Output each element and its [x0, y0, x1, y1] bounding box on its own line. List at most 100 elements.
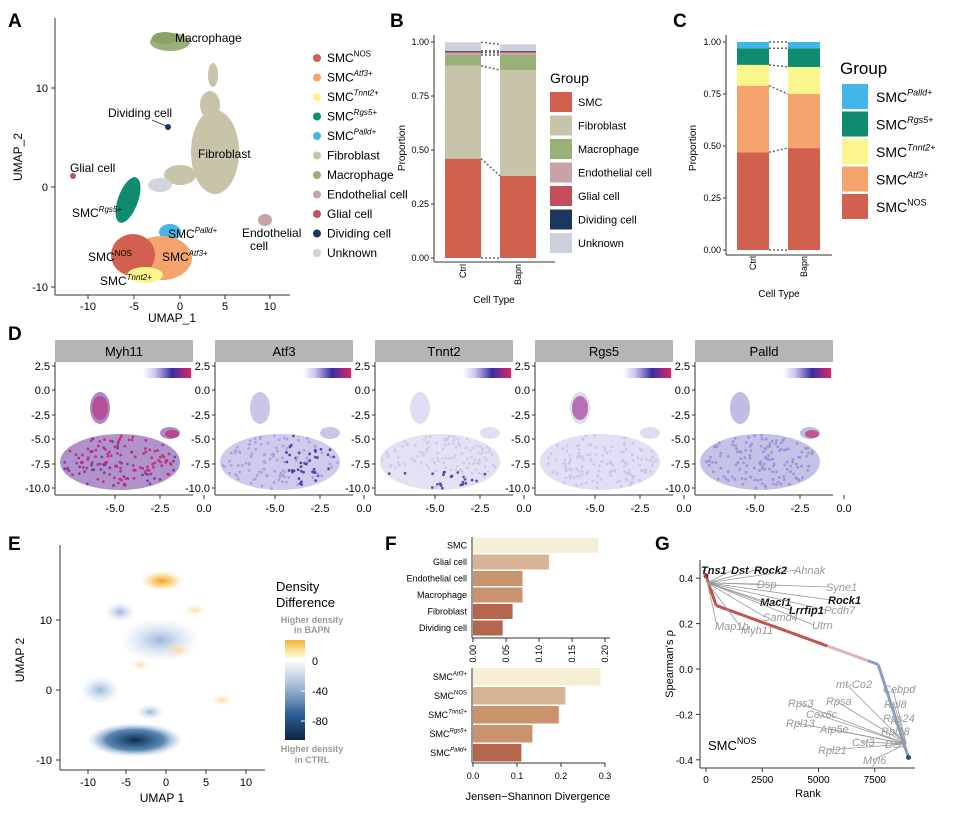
- feature-plot-point: [567, 461, 571, 465]
- feature-plot-point: [448, 456, 451, 460]
- panel-c-bar-segment: [788, 42, 820, 49]
- panel-b-y-label: Proportion: [397, 125, 408, 171]
- panel-f-top-x-tick-label: 0.10: [534, 645, 544, 663]
- feature-plot-point: [229, 464, 233, 467]
- feature-plot-point: [473, 458, 477, 462]
- feature-plot-point: [649, 469, 653, 473]
- panel-g-ticks: 0 2500 5000 7500 0.4 0.2 0.0 -0.2 -0.4: [676, 574, 887, 786]
- panel-g-leader-line: [707, 582, 827, 611]
- feature-plot-y-tick-label: 2.5: [195, 361, 210, 373]
- legend-b-label: Fibroblast: [578, 121, 626, 133]
- feature-plot-point: [263, 461, 267, 465]
- feature-plot-point: [749, 475, 753, 479]
- feature-plot-hot-rgs5: [572, 396, 588, 420]
- feature-plot-point: [430, 486, 434, 489]
- panel-g-gene-label: Map1b: [715, 621, 749, 633]
- panel-a-y-label: UMAP_2: [11, 133, 25, 181]
- feature-plot-rgs5-cloud: [250, 392, 270, 424]
- feature-plot-point: [94, 455, 98, 459]
- feature-plot-point: [157, 458, 160, 462]
- legend-b-swatch: [550, 162, 572, 183]
- feature-plot-point: [451, 435, 455, 439]
- panel-g-curve-segment: [789, 631, 795, 636]
- feature-plot-colorbar: [623, 368, 671, 378]
- feature-plot-point: [654, 459, 658, 463]
- panel-c-x-label: Cell Type: [758, 289, 800, 300]
- feature-plot-point: [143, 447, 147, 450]
- feature-plot-point: [551, 470, 555, 474]
- legend-a-swatch: [313, 112, 321, 121]
- feature-plot-point: [167, 473, 171, 476]
- panel-f-bottom-category-label: SMCNOS: [434, 691, 467, 701]
- feature-plot-x-tick-label: -2.5: [311, 503, 330, 515]
- feature-plot-point: [726, 454, 730, 458]
- panel-g-leader-line: [892, 688, 907, 745]
- feature-plot-point: [651, 455, 655, 459]
- feature-plot-point: [455, 464, 459, 468]
- feature-plot-point: [619, 450, 623, 454]
- feature-plot-point: [767, 467, 771, 471]
- feature-plot-point: [451, 456, 455, 460]
- feature-plot-point: [116, 444, 120, 448]
- feature-plot-y-tick-label: 2.5: [355, 361, 370, 373]
- feature-plot-point: [458, 443, 462, 447]
- feature-plot-point: [743, 456, 747, 460]
- panel-b-x-tick-label: Ctrl: [458, 264, 468, 278]
- feature-plot-atf3: Atf3 2.5 0.0 -2.5 -5.0 -7.5 -10.0 -5.0 -2.5 0.0: [185, 340, 372, 515]
- feature-plot-palld-cloud: [640, 427, 660, 439]
- feature-plot-point: [760, 482, 764, 486]
- feature-plot-point: [748, 456, 752, 460]
- feature-plot-point: [568, 454, 572, 457]
- feature-plot-x-tick-label: 0.0: [516, 503, 531, 515]
- panel-e-x-tick-label: 0: [163, 777, 169, 789]
- feature-plot-title: Rgs5: [589, 344, 619, 359]
- panel-e-colorbar-tick-label: -80: [312, 716, 328, 728]
- panel-b-bar-segment: [500, 175, 536, 258]
- cluster-fibroblast-left: [164, 165, 196, 185]
- panel-g-curve-segment: [718, 605, 724, 610]
- feature-plot-point: [554, 459, 558, 462]
- feature-plot-title: Atf3: [272, 344, 295, 359]
- feature-plot-point: [109, 439, 112, 443]
- panel-c-bar-segment: [737, 152, 769, 250]
- panel-b-bar-segment: [500, 51, 536, 53]
- feature-plot-point: [608, 460, 612, 464]
- feature-plot-point: [316, 472, 320, 476]
- panel-g-y-tick-label: -0.4: [676, 756, 694, 767]
- panel-b-bar-segment: [445, 50, 481, 52]
- feature-plot-point: [449, 468, 453, 472]
- feature-plot-point: [132, 476, 136, 480]
- legend-b-swatch: [550, 186, 572, 206]
- panel-b-ticks: 0.00 0.25 0.50 0.75 1.00 Ctrl Bapn: [411, 37, 523, 285]
- feature-plot-point: [141, 466, 145, 470]
- feature-plot-point: [96, 463, 100, 466]
- panel-g-curve-segment: [883, 684, 890, 696]
- panel-g-leader-line: [707, 582, 766, 618]
- feature-plot-point: [715, 444, 719, 448]
- feature-plot-point: [605, 451, 609, 455]
- feature-plot-point: [143, 470, 147, 474]
- panel-g-curve-segment: [735, 611, 741, 616]
- feature-plot-hot-palld: [805, 430, 819, 438]
- panel-e-x-tick-label: 10: [240, 777, 252, 789]
- feature-plot-point: [425, 447, 429, 451]
- cluster-fibroblast: [191, 110, 239, 194]
- feature-plot-point: [734, 444, 738, 448]
- feature-plot-y-tick-label: -10.0: [185, 483, 210, 495]
- feature-plot-point: [83, 470, 87, 474]
- feature-plot-point: [767, 454, 771, 457]
- feature-plot-point: [569, 476, 572, 480]
- feature-plot-point: [610, 469, 614, 473]
- feature-plot-point: [86, 457, 90, 461]
- panel-b-bar-segment: [445, 65, 481, 159]
- feature-plot-point: [582, 458, 585, 461]
- feature-plot-point: [782, 475, 786, 478]
- panel-g-leader-line: [706, 582, 718, 627]
- feature-plot-x-tick-label: -2.5: [151, 503, 170, 515]
- feature-plot-point: [622, 436, 626, 440]
- feature-plot-point: [273, 469, 276, 473]
- label-dividing: Dividing cell: [108, 106, 172, 120]
- panel-b-bar-segment: [445, 52, 481, 55]
- feature-plot-point: [297, 477, 301, 481]
- feature-plot-point: [281, 480, 284, 484]
